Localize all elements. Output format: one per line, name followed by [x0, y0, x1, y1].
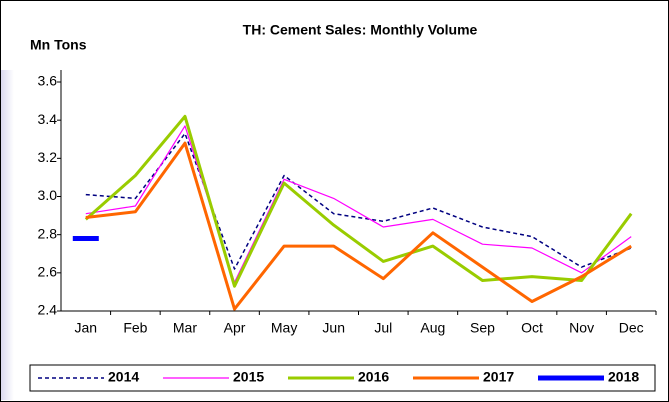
series-line: [85, 132, 632, 270]
x-tick-label: Aug: [420, 320, 445, 336]
series-line: [84, 114, 633, 288]
legend-label: 2016: [358, 369, 389, 385]
legend-label: 2015: [233, 369, 264, 385]
y-tick-label: 3.0: [38, 187, 58, 203]
x-tick-label: Sep: [470, 320, 495, 336]
x-tick-label: Apr: [224, 320, 246, 336]
side-band: [0, 70, 14, 400]
y-tick-label: 3.6: [38, 73, 58, 89]
series-line: [85, 125, 632, 283]
series-line: [85, 141, 632, 311]
y-tick-label: 2.6: [38, 264, 58, 280]
x-tick-label: Feb: [123, 320, 147, 336]
legend-label: 2014: [108, 369, 139, 385]
x-tick-label: Jun: [322, 320, 345, 336]
legend-label: 2018: [608, 369, 639, 385]
x-tick-label: Jul: [374, 320, 392, 336]
x-tick-label: Dec: [619, 320, 644, 336]
y-tick-label: 2.4: [38, 302, 58, 318]
chart-title: TH: Cement Sales: Monthly Volume: [243, 22, 478, 38]
y-tick-label: 3.4: [38, 111, 58, 127]
legend-label: 2017: [483, 369, 514, 385]
y-tick-label: 3.2: [38, 149, 58, 165]
y-tick-label: 2.8: [38, 225, 58, 241]
y-axis-label: Mn Tons: [30, 37, 87, 53]
x-tick-label: Nov: [569, 320, 594, 336]
x-tick-label: Jan: [75, 320, 98, 336]
x-tick-label: Oct: [521, 320, 543, 336]
x-tick-label: Mar: [173, 320, 197, 336]
x-tick-label: May: [271, 320, 297, 336]
